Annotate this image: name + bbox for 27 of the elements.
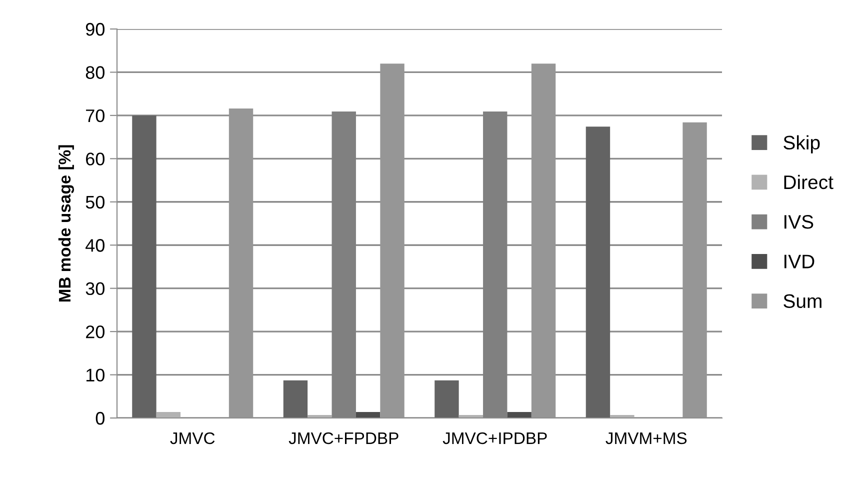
bar xyxy=(283,380,308,418)
legend-label: IVS xyxy=(784,215,814,229)
bar xyxy=(356,412,380,418)
bar xyxy=(132,115,156,418)
y-tick-label: 60 xyxy=(86,152,104,166)
y-tick-label: 40 xyxy=(86,239,104,252)
bar xyxy=(586,126,610,418)
y-tick-label: 30 xyxy=(86,282,104,296)
legend-label: IVD xyxy=(784,254,814,268)
y-tick-label: 0 xyxy=(96,412,104,425)
y-tick-label: 70 xyxy=(86,109,104,122)
y-tick-label: 10 xyxy=(86,368,104,382)
bar xyxy=(434,380,459,418)
x-tick-label: JMVC+FPDBP xyxy=(288,432,398,444)
legend-label: Sum xyxy=(784,294,822,308)
x-tick-label: JMVC+IPDBP xyxy=(442,432,547,444)
bar xyxy=(156,412,181,418)
legend-label: Direct xyxy=(784,174,834,190)
x-tick-label: JMVC xyxy=(170,432,215,444)
y-tick-label: 80 xyxy=(86,66,104,79)
y-axis-title: MB mode usage [%] xyxy=(58,145,74,302)
y-tick-label: 90 xyxy=(86,22,104,36)
x-tick-label: JMVM+MS xyxy=(606,432,687,444)
legend-label: Skip xyxy=(784,135,820,154)
bar xyxy=(507,412,532,418)
y-tick-label: 20 xyxy=(86,325,104,338)
y-tick-label: 50 xyxy=(86,196,104,209)
